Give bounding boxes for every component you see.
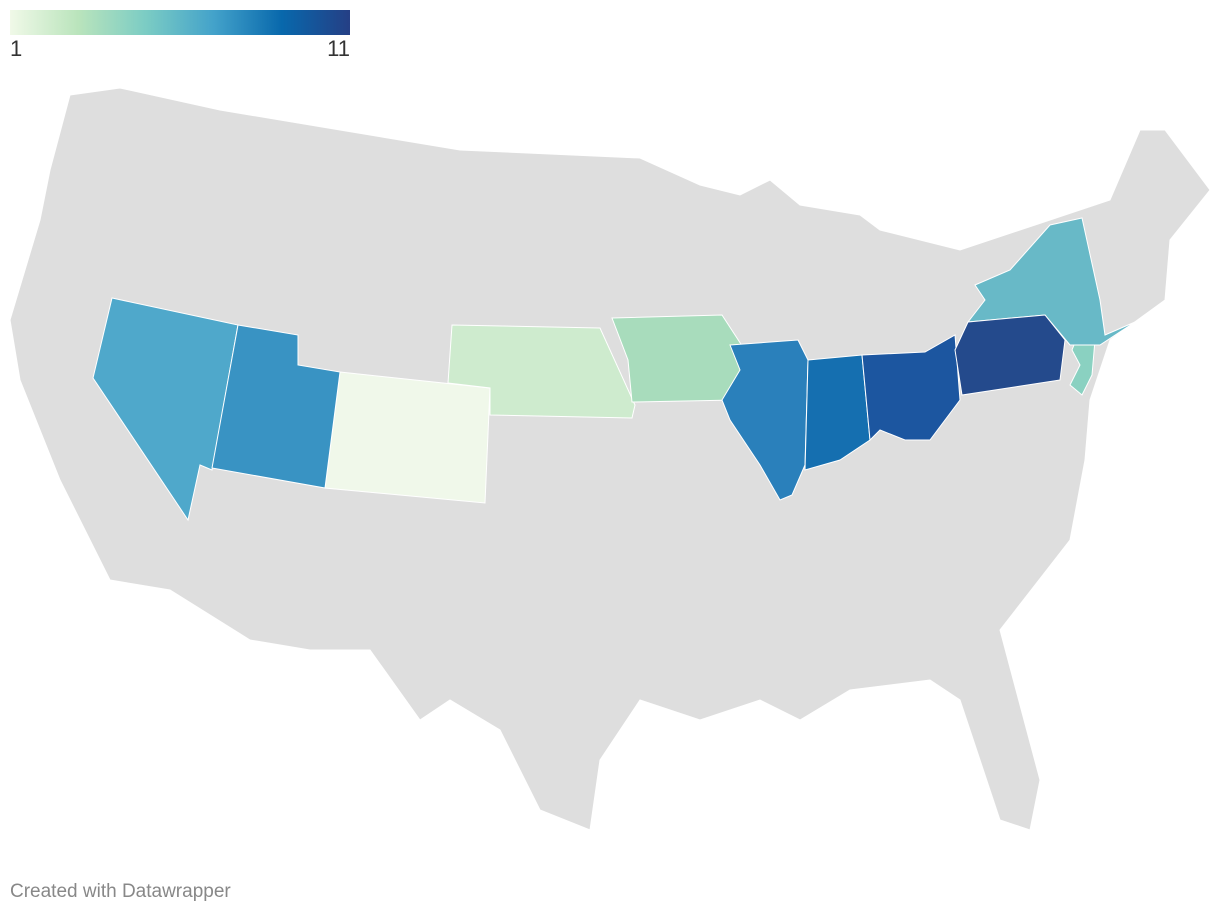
state-region <box>211 324 341 489</box>
state-region <box>611 314 749 403</box>
state-region <box>1069 334 1096 396</box>
legend-tick-label: 1 <box>10 36 22 61</box>
state-region <box>861 334 961 442</box>
state-region <box>721 339 809 501</box>
states <box>92 217 1136 522</box>
state-region <box>954 314 1066 396</box>
state-region <box>447 324 636 419</box>
state-region <box>804 354 871 471</box>
state-region <box>324 371 491 504</box>
legend-tick-label: 11 <box>327 36 350 61</box>
credit: Created with Datawrapper <box>10 881 231 902</box>
legend-gradient <box>10 10 350 35</box>
land-background <box>9 87 1211 831</box>
